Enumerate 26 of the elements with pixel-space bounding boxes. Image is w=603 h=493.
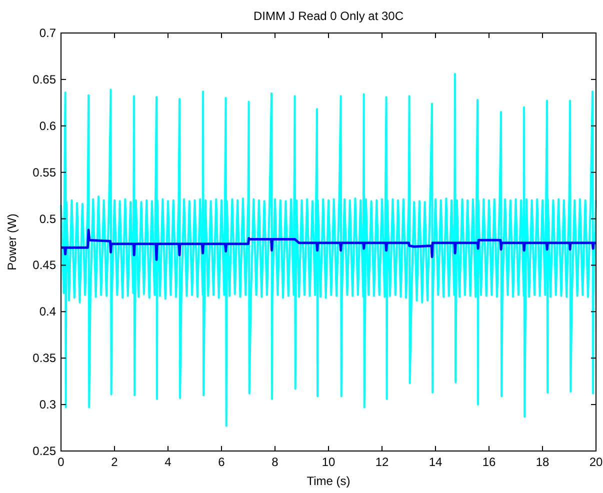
x-tick-label: 6 [218, 455, 226, 469]
x-tick-label: 10 [322, 455, 336, 469]
y-tick-label: 0.5 [39, 212, 56, 226]
y-axis-title: Power (W) [5, 214, 19, 270]
y-tick-label: 0.3 [39, 398, 56, 412]
x-tick-label: 14 [428, 455, 442, 469]
y-tick-label: 0.25 [32, 444, 56, 458]
y-tick-label: 0.35 [32, 351, 56, 366]
y-tick-label: 0.55 [32, 165, 56, 180]
y-tick-label: 0.7 [39, 26, 56, 40]
x-tick-label: 20 [589, 455, 603, 469]
y-tick-label: 0.4 [39, 304, 56, 319]
line-series [60, 72, 597, 427]
chart-title: DIMM J Read 0 Only at 30C [253, 9, 404, 23]
y-tick-label: 0.65 [32, 72, 56, 86]
x-tick-label: 4 [164, 455, 172, 469]
x-tick-label: 0 [58, 455, 65, 469]
x-axis-title: Time (s) [306, 474, 350, 488]
x-tick-label: 2 [111, 455, 118, 469]
y-tick-label: 0.6 [39, 118, 56, 133]
y-tick-label: 0.45 [32, 258, 56, 272]
x-tick-label: 12 [375, 455, 389, 469]
x-tick-label: 8 [272, 455, 279, 469]
line-series [60, 228, 598, 261]
x-tick-label: 16 [482, 455, 496, 469]
x-tick-label: 18 [536, 455, 550, 469]
